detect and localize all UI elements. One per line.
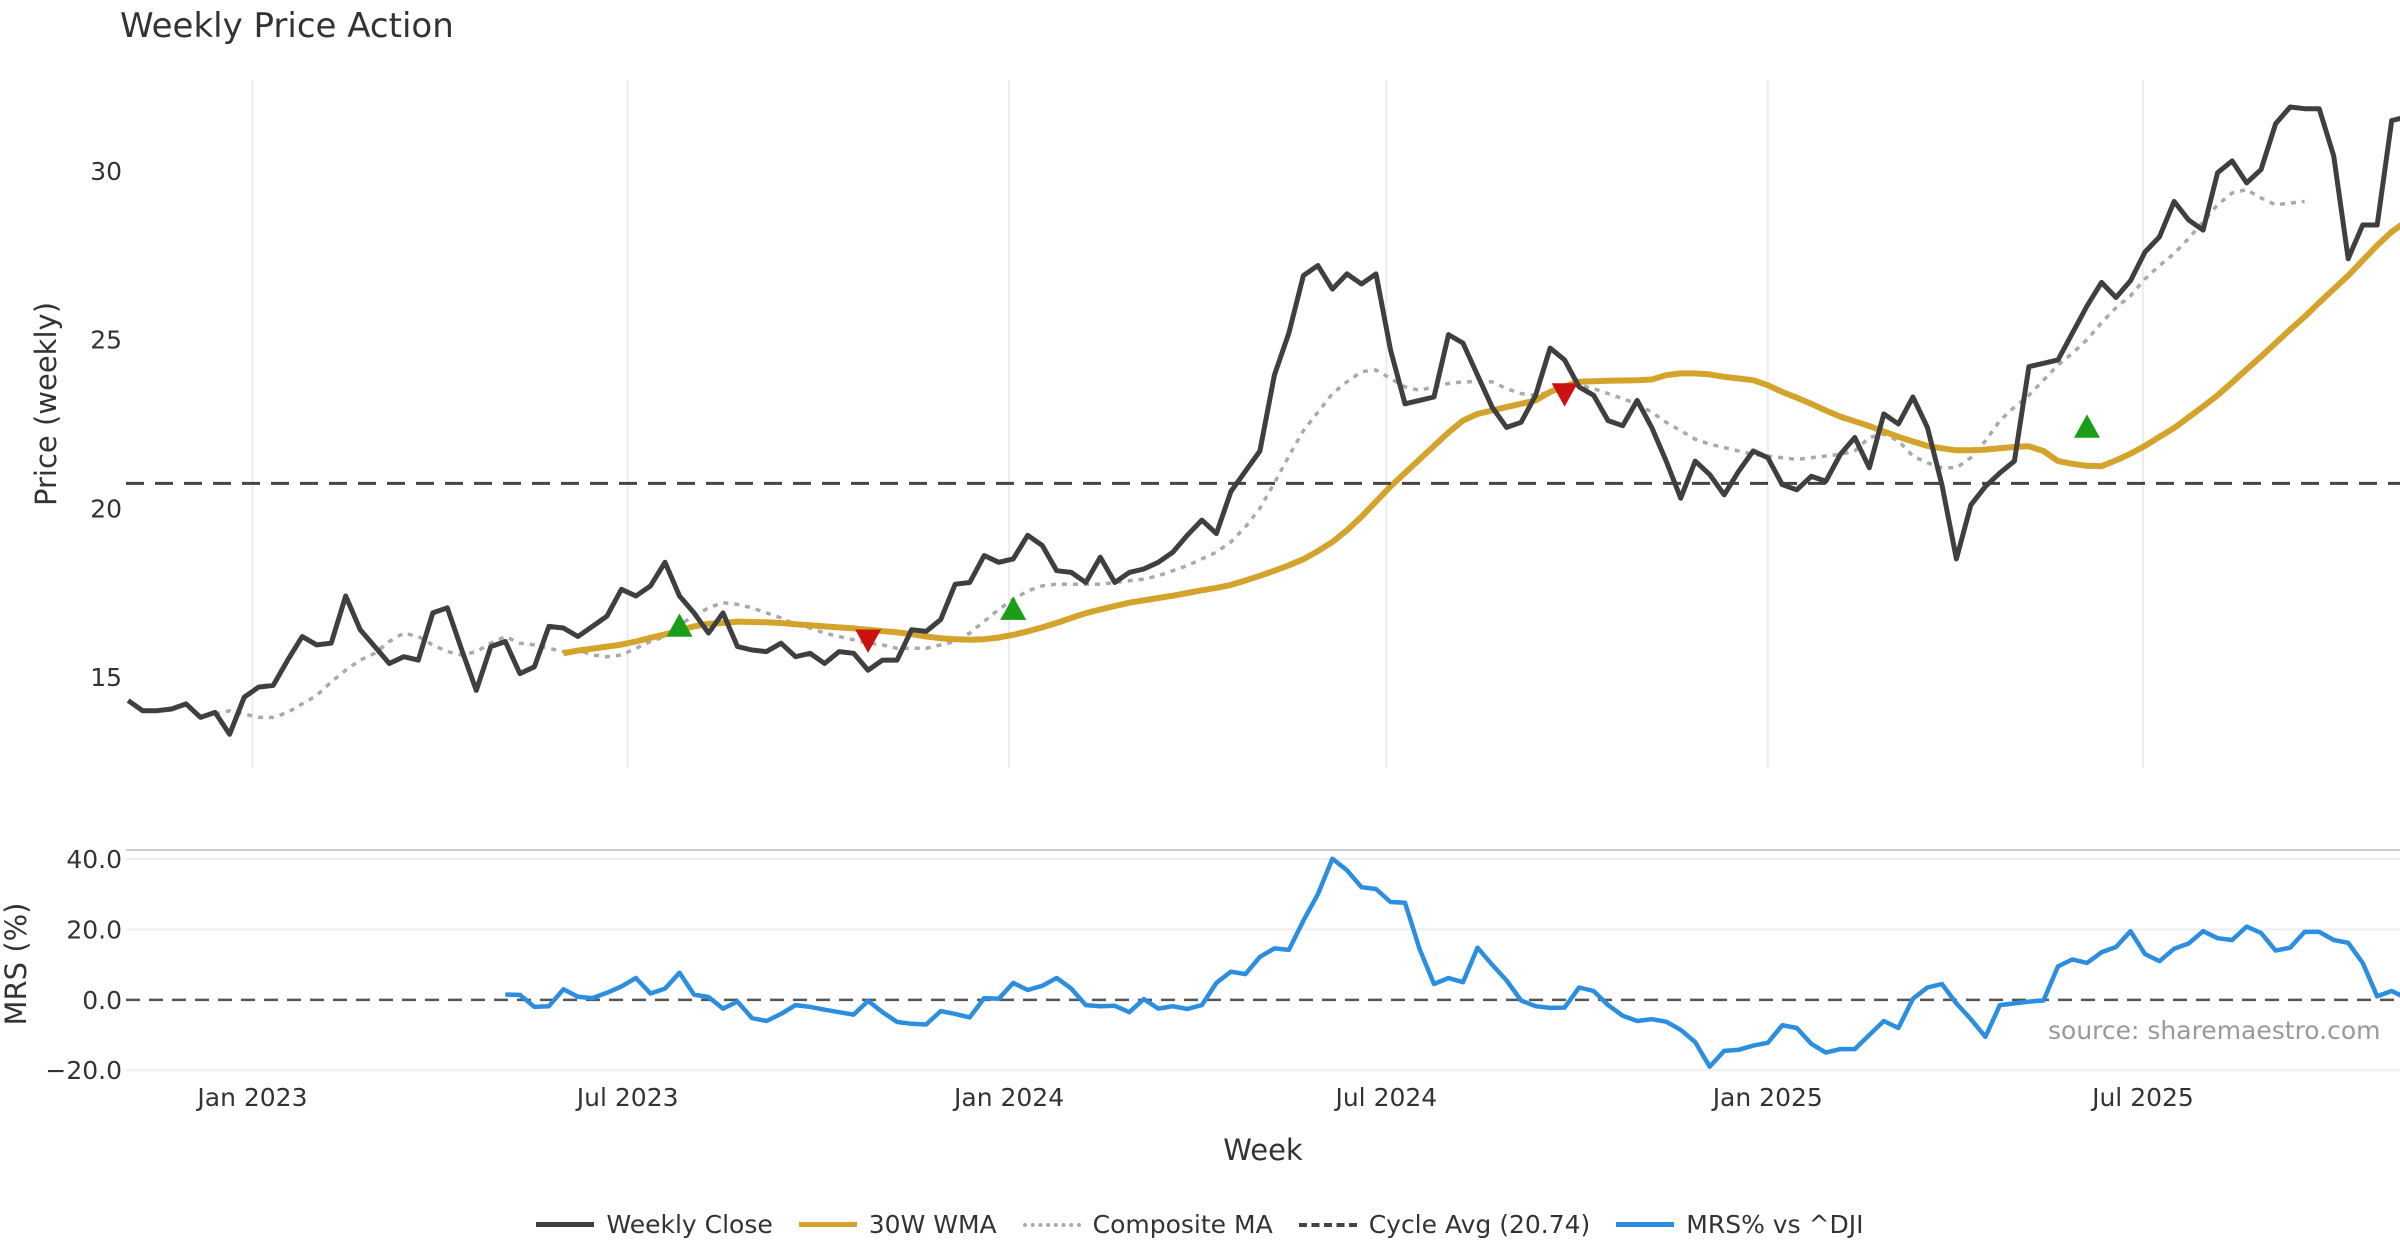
legend-label: Composite MA [1092, 1210, 1273, 1239]
x-axis-label: Week [1223, 1133, 1303, 1167]
x-axis-ticks: Jan 2023 Jul 2023 Jan 2024 Jul 2024 Jan 2025… [195, 1083, 2193, 1112]
buy-signal-marker [1000, 596, 1027, 620]
legend-label: Weekly Close [606, 1210, 773, 1239]
x-tick-label: Jul 2025 [2090, 1083, 2194, 1112]
x-tick-label: Jul 2024 [1333, 1083, 1437, 1112]
sell-signal-marker [1551, 383, 1578, 407]
chart-title: Weekly Price Action [120, 6, 454, 46]
legend-item: 30W WMA [798, 1210, 997, 1239]
mrs-y-tick-label: 0.0 [82, 986, 122, 1015]
signal-markers [666, 383, 2100, 653]
legend-swatch [1298, 1222, 1357, 1227]
x-tick-label: Jan 2023 [195, 1083, 307, 1112]
main-series [126, 104, 2400, 737]
mrs-y-ticks: −20.0 0.0 20.0 40.0 [45, 845, 122, 1085]
y-tick-label: 20 [90, 494, 122, 523]
mrs-grid [126, 858, 2400, 1072]
mrs-y-axis-label: MRS (%) [0, 903, 33, 1026]
wma-30w-line [562, 222, 2400, 657]
legend-swatch [1022, 1222, 1081, 1227]
legend-item: Cycle Avg (20.74) [1298, 1210, 1591, 1239]
main-grid [251, 80, 2144, 768]
legend-item: Weekly Close [536, 1210, 773, 1239]
legend-item: Composite MA [1022, 1210, 1273, 1239]
x-tick-label: Jul 2023 [575, 1083, 679, 1112]
legend: Weekly Close 30W WMA Composite MA Cycle Avg… [0, 1210, 2400, 1239]
mrs-series [505, 856, 2400, 1069]
legend-label: MRS% vs ^DJI [1686, 1210, 1864, 1239]
source-annotation: source: sharemaestro.com [2048, 1016, 2381, 1045]
sell-signal-marker [855, 629, 882, 653]
legend-swatch [536, 1222, 595, 1227]
buy-signal-marker [666, 613, 693, 637]
legend-label: Cycle Avg (20.74) [1368, 1210, 1591, 1239]
buy-signal-marker [2073, 414, 2100, 438]
weekly-close-line [126, 104, 2400, 737]
legend-swatch [1616, 1222, 1675, 1227]
legend-label: 30W WMA [868, 1210, 997, 1239]
mrs-y-tick-label: 40.0 [66, 845, 122, 874]
legend-item: MRS% vs ^DJI [1616, 1210, 1864, 1239]
x-tick-label: Jan 2025 [1711, 1083, 1823, 1112]
mrs-line [505, 856, 2400, 1069]
y-axis-label: Price (weekly) [29, 302, 63, 506]
mrs-y-tick-label: −20.0 [45, 1056, 122, 1085]
y-tick-label: 30 [90, 157, 122, 186]
mrs-y-tick-label: 20.0 [66, 915, 122, 944]
y-tick-label: 15 [90, 663, 122, 692]
x-tick-label: Jan 2024 [952, 1083, 1064, 1112]
y-tick-label: 25 [90, 326, 122, 355]
legend-swatch [798, 1222, 857, 1227]
main-y-ticks: 15 20 25 30 [90, 157, 122, 692]
